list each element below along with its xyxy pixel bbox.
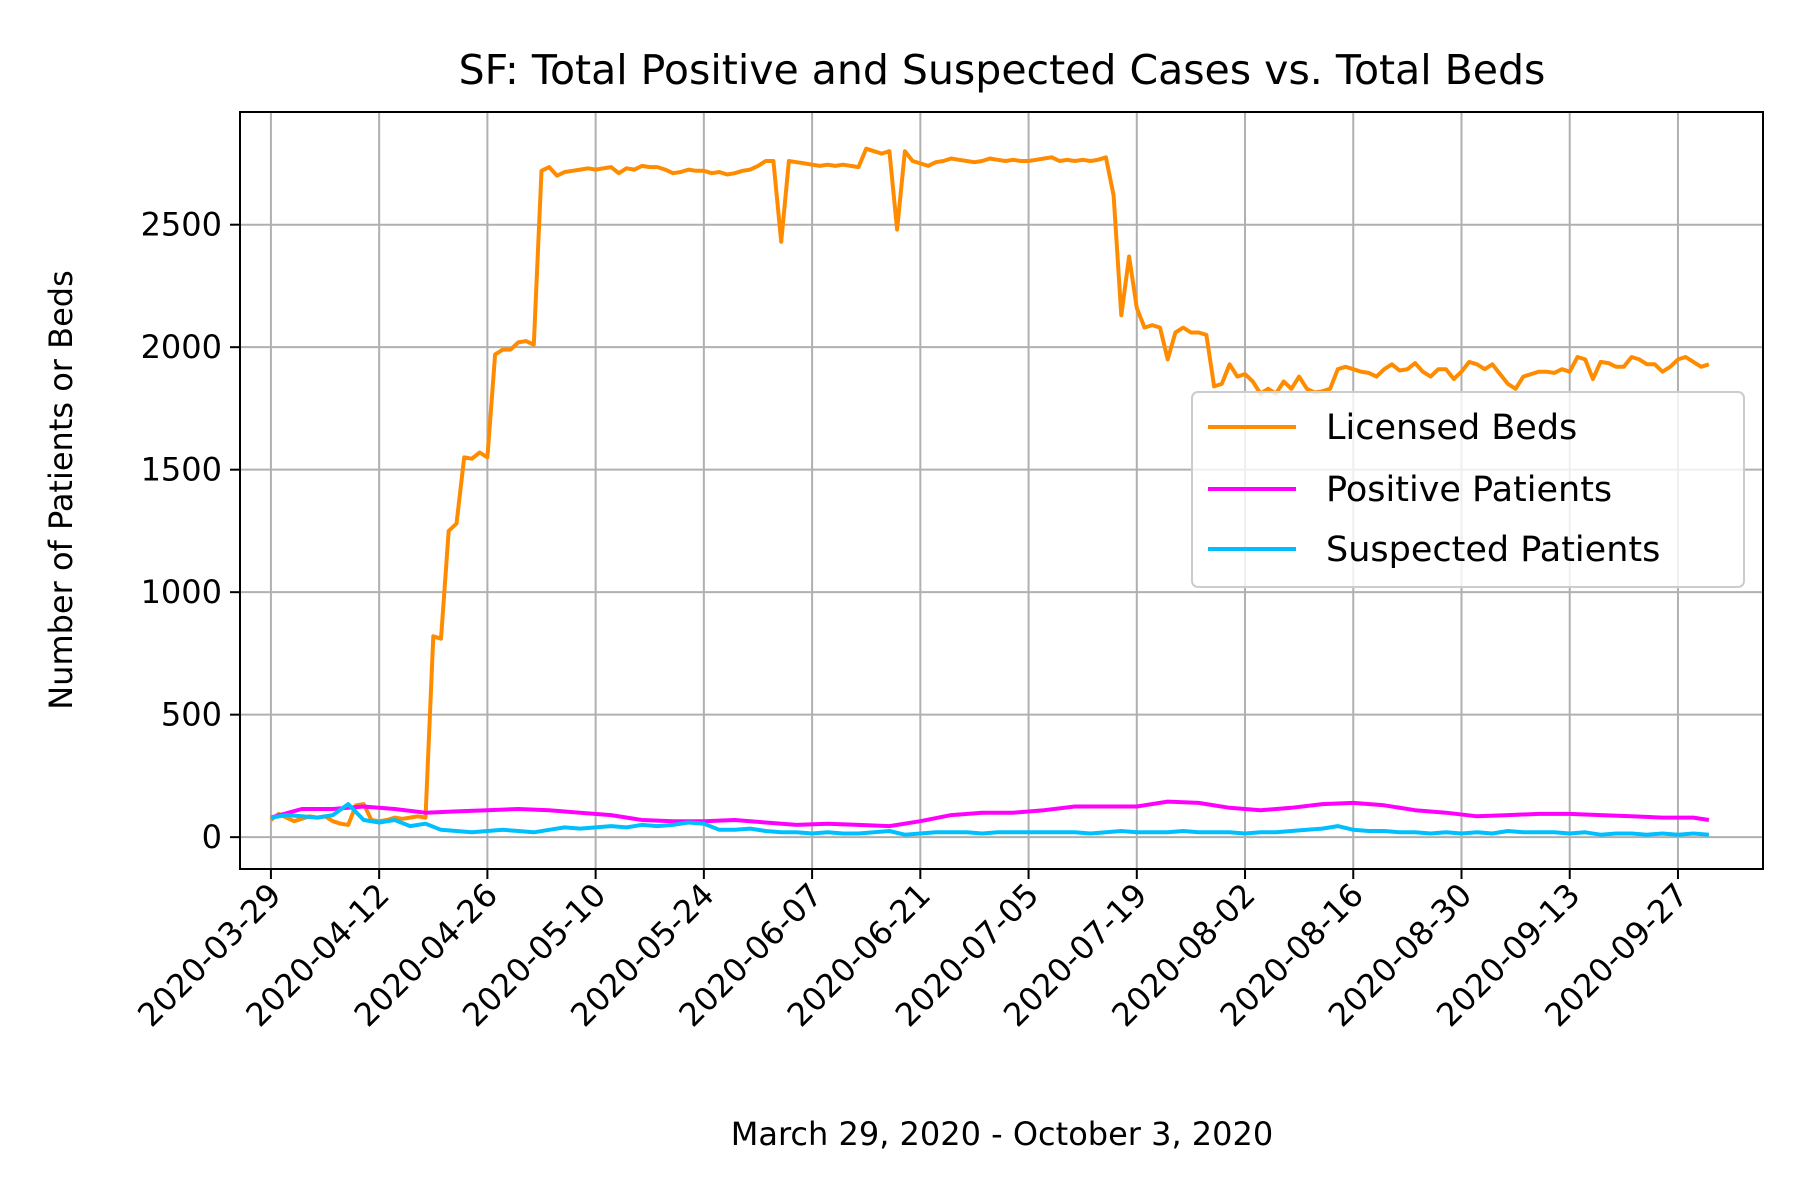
legend-box (1191, 391, 1745, 588)
y-axis-label: Number of Patients or Beds (42, 270, 80, 710)
legend-label-licensed-beds: Licensed Beds (1326, 408, 1577, 448)
y-tick-label: 0 (202, 818, 222, 856)
legend-label-suspected-patients: Suspected Patients (1326, 530, 1660, 570)
chart-title: SF: Total Positive and Suspected Cases v… (459, 46, 1546, 94)
legend-label-positive-patients: Positive Patients (1326, 470, 1612, 510)
y-tick-label: 500 (161, 696, 222, 734)
y-axis-ticks: 0 500 1000 1500 2000 2500 (141, 206, 240, 856)
plot-frame (239, 111, 1764, 870)
suspected-patients-line (270, 802, 1710, 837)
y-tick-label: 2000 (141, 328, 222, 366)
legend: Licensed Beds Positive Patients Suspecte… (1191, 391, 1745, 588)
series-lines (269, 146, 1710, 837)
y-tick-label: 1000 (141, 573, 222, 611)
licensed-beds-line (269, 146, 1710, 827)
y-tick-label: 2500 (141, 206, 222, 244)
y-tick-label: 1500 (141, 451, 222, 489)
x-axis-label: March 29, 2020 - October 3, 2020 (731, 1115, 1273, 1153)
positive-patients-line (270, 799, 1710, 829)
